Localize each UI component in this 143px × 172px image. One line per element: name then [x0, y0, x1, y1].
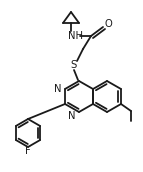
Text: F: F [25, 146, 31, 156]
Text: S: S [71, 60, 77, 70]
Text: NH: NH [68, 31, 83, 41]
Text: O: O [104, 19, 112, 29]
Text: N: N [54, 84, 62, 94]
Text: N: N [68, 111, 76, 121]
